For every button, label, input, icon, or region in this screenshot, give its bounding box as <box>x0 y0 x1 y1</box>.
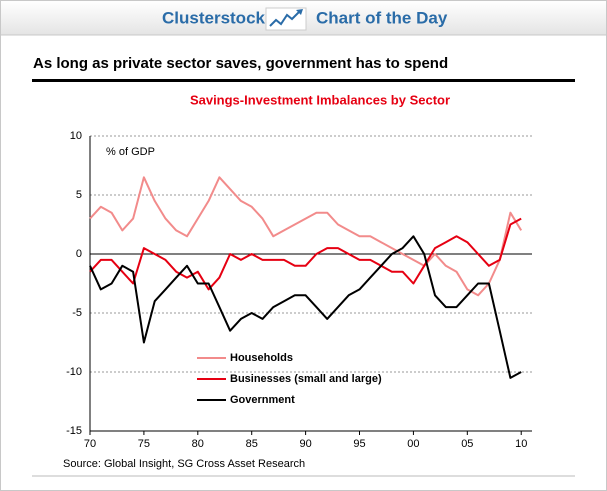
legend-label: Households <box>230 352 293 364</box>
brand: Clusterstock <box>162 8 266 27</box>
chart-subtitle: Savings-Investment Imbalances by Sector <box>190 92 450 107</box>
x-tick-label: 90 <box>299 438 311 450</box>
y-tick-label: -5 <box>72 307 82 319</box>
source: Source: Global Insight, SG Cross Asset R… <box>63 458 305 470</box>
logo-icon <box>265 7 307 31</box>
y-tick-label: -15 <box>66 425 82 437</box>
y-tick-label: 0 <box>76 248 82 260</box>
y-axis-label: % of GDP <box>106 146 155 158</box>
y-tick-label: 10 <box>70 130 82 142</box>
x-tick-label: 70 <box>84 438 96 450</box>
x-tick-label: 75 <box>138 438 150 450</box>
series-line <box>89 176 523 297</box>
series-line <box>89 217 522 291</box>
x-tick-label: 05 <box>461 438 473 450</box>
title-rule <box>32 79 575 82</box>
y-tick-label: -10 <box>66 366 82 378</box>
x-tick-label: 95 <box>353 438 365 450</box>
x-tick-label: 80 <box>192 438 204 450</box>
header-label: Chart of the Day <box>316 8 448 27</box>
legend-label: Businesses (small and large) <box>230 373 382 385</box>
series-line <box>89 235 522 379</box>
x-tick-label: 10 <box>515 438 527 450</box>
legend-label: Government <box>230 394 295 406</box>
x-tick-label: 85 <box>246 438 258 450</box>
x-tick-label: 00 <box>407 438 419 450</box>
y-tick-label: 5 <box>76 189 82 201</box>
chart-title: As long as private sector saves, governm… <box>33 55 448 72</box>
